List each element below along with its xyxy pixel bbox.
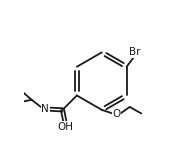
Text: OH: OH [57,122,73,132]
Text: N: N [41,104,49,114]
Text: O: O [113,109,121,119]
Text: Br: Br [129,47,140,57]
